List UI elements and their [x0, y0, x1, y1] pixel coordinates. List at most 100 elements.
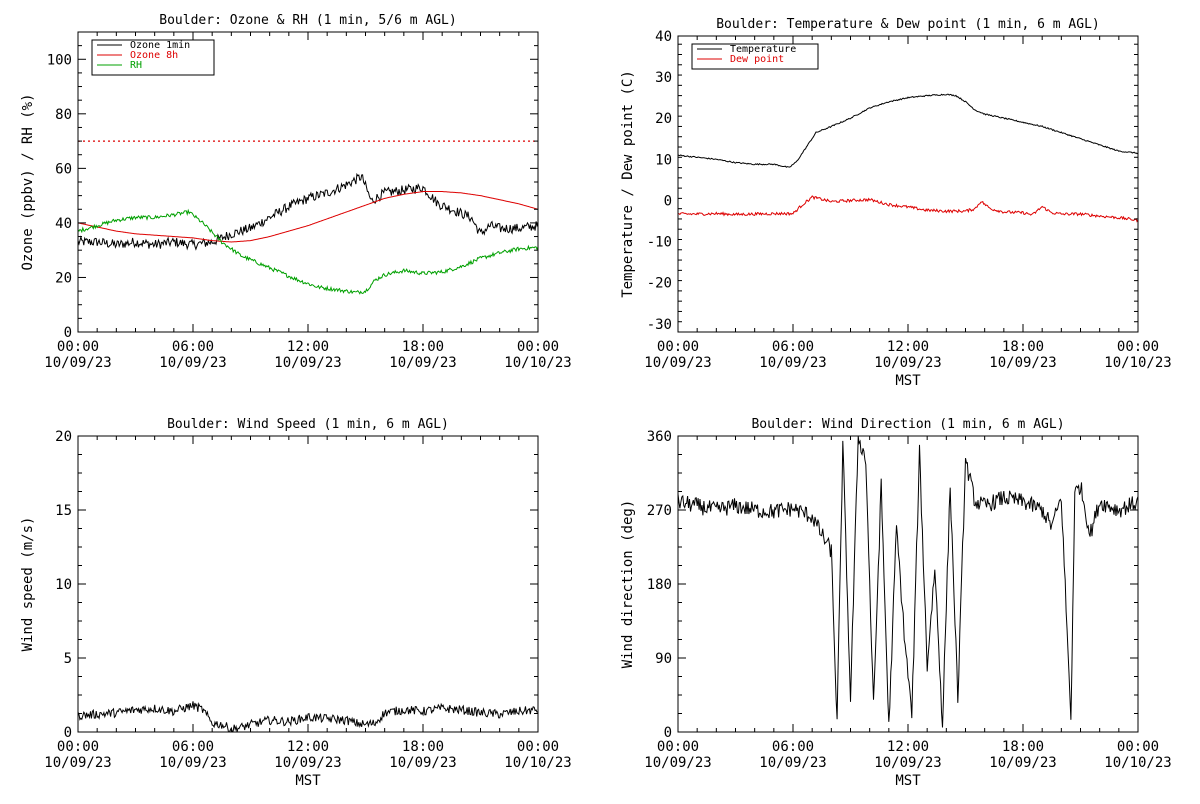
x-tick-label-time: 12:00 [887, 339, 929, 355]
x-tick-label-time: 18:00 [1002, 739, 1044, 755]
y-tick-label: -30 [647, 317, 672, 333]
series-line-temp_dew-1 [677, 195, 1139, 223]
x-tick-label-date: 10/09/23 [274, 755, 341, 771]
x-tick-label-date: 10/10/23 [1104, 755, 1171, 771]
chart-title-wind_speed: Boulder: Wind Speed (1 min, 6 m AGL) [167, 417, 449, 432]
chart-panel-wind_dir: Boulder: Wind Direction (1 min, 6 m AGL)… [620, 417, 1172, 789]
series-line-wind_speed-0 [77, 701, 539, 733]
plot-frame-wind_dir [677, 435, 1139, 733]
x-tick-label-date: 10/09/23 [274, 355, 341, 371]
y-axis-label: Wind direction (deg) [620, 500, 636, 669]
x-tick-label-time: 18:00 [1002, 339, 1044, 355]
y-tick-label: 0 [64, 325, 72, 341]
chart-panel-temp_dew: Boulder: Temperature & Dew point (1 min,… [620, 17, 1172, 389]
series-line-temp_dew-0 [677, 93, 1139, 168]
y-tick-label: 270 [647, 503, 672, 519]
x-tick-label-date: 10/09/23 [989, 755, 1056, 771]
x-tick-label-date: 10/09/23 [389, 355, 456, 371]
x-tick-label-time: 18:00 [402, 739, 444, 755]
y-tick-label: 40 [55, 216, 72, 232]
series-line-ozone_rh-0 [77, 172, 539, 251]
legend-box [91, 39, 215, 76]
x-tick-label-time: 00:00 [57, 739, 99, 755]
y-tick-label: 0 [64, 725, 72, 741]
chart-panel-wind_speed: Boulder: Wind Speed (1 min, 6 m AGL) 00:0… [20, 417, 572, 789]
legend-label: Temperature [730, 44, 796, 55]
y-tick-label: 10 [55, 577, 72, 593]
y-tick-label: 5 [64, 651, 72, 667]
chart-title-wind_dir: Boulder: Wind Direction (1 min, 6 m AGL) [751, 417, 1064, 432]
y-tick-label: 90 [655, 651, 672, 667]
x-tick-label-date: 10/09/23 [389, 755, 456, 771]
y-axis-label: Wind speed (m/s) [20, 517, 36, 652]
x-tick-label-time: 06:00 [172, 739, 214, 755]
plot-frame-wind_speed [77, 435, 539, 733]
y-tick-label: 20 [55, 429, 72, 445]
x-tick-label-time: 18:00 [402, 339, 444, 355]
legend-label: RH [130, 60, 142, 71]
y-tick-label: -10 [647, 235, 672, 251]
x-tick-label-time: 00:00 [517, 339, 559, 355]
x-axis-label: MST [895, 773, 921, 789]
x-tick-label-date: 10/09/23 [759, 755, 826, 771]
x-tick-label-time: 06:00 [772, 739, 814, 755]
y-tick-label: 10 [655, 152, 672, 168]
legend-box [691, 43, 819, 70]
y-axis-label: Temperature / Dew point (C) [620, 70, 636, 298]
x-axis-label: MST [895, 373, 921, 389]
x-tick-label-date: 10/09/23 [644, 755, 711, 771]
series-line-wind_dir-0 [677, 435, 1139, 728]
y-tick-label: 15 [55, 503, 72, 519]
x-tick-label-date: 10/10/23 [504, 755, 571, 771]
x-tick-label-date: 10/09/23 [874, 355, 941, 371]
x-tick-label-time: 12:00 [287, 339, 329, 355]
x-tick-label-time: 00:00 [657, 339, 699, 355]
x-tick-label-date: 10/09/23 [44, 755, 111, 771]
series-line-ozone_rh-1 [77, 191, 539, 243]
x-tick-label-date: 10/10/23 [504, 355, 571, 371]
x-tick-label-date: 10/09/23 [759, 355, 826, 371]
y-tick-label: 20 [55, 270, 72, 286]
y-tick-label: 0 [664, 193, 672, 209]
x-tick-label-time: 00:00 [517, 739, 559, 755]
x-axis-label: MST [295, 773, 321, 789]
x-tick-label-time: 12:00 [887, 739, 929, 755]
series-line-ozone_rh-2 [77, 208, 539, 295]
y-tick-label: 180 [647, 577, 672, 593]
chart-panel-ozone_rh: Boulder: Ozone & RH (1 min, 5/6 m AGL)00… [20, 13, 572, 371]
x-tick-label-date: 10/09/23 [874, 755, 941, 771]
x-tick-label-date: 10/09/23 [159, 755, 226, 771]
x-tick-label-date: 10/09/23 [159, 355, 226, 371]
x-tick-label-date: 10/09/23 [644, 355, 711, 371]
legend-label: Dew point [730, 54, 784, 65]
y-axis-label: Ozone (ppbv) / RH (%) [20, 93, 36, 270]
x-tick-label-time: 06:00 [172, 339, 214, 355]
x-tick-label-date: 10/09/23 [44, 355, 111, 371]
legend-label: Ozone 8h [130, 50, 178, 61]
x-tick-label-time: 00:00 [1117, 739, 1159, 755]
y-tick-label: 360 [647, 429, 672, 445]
y-tick-label: 0 [664, 725, 672, 741]
legend-label: Ozone 1min [130, 40, 190, 51]
y-tick-label: 60 [55, 161, 72, 177]
x-tick-label-date: 10/09/23 [989, 355, 1056, 371]
y-tick-label: 100 [47, 52, 72, 68]
y-tick-label: -20 [647, 276, 672, 292]
chart-title-temp_dew: Boulder: Temperature & Dew point (1 min,… [716, 17, 1100, 32]
x-tick-label-time: 00:00 [57, 339, 99, 355]
x-tick-label-time: 06:00 [772, 339, 814, 355]
y-tick-label: 40 [655, 29, 672, 45]
y-tick-label: 30 [655, 70, 672, 86]
x-tick-label-time: 12:00 [287, 739, 329, 755]
y-tick-label: 80 [55, 107, 72, 123]
y-tick-label: 20 [655, 111, 672, 127]
x-tick-label-date: 10/10/23 [1104, 355, 1171, 371]
chart-title-ozone_rh: Boulder: Ozone & RH (1 min, 5/6 m AGL) [159, 13, 456, 28]
plot-frame-ozone_rh [77, 31, 539, 333]
plot-frame-temp_dew [677, 35, 1139, 333]
x-tick-label-time: 00:00 [657, 739, 699, 755]
